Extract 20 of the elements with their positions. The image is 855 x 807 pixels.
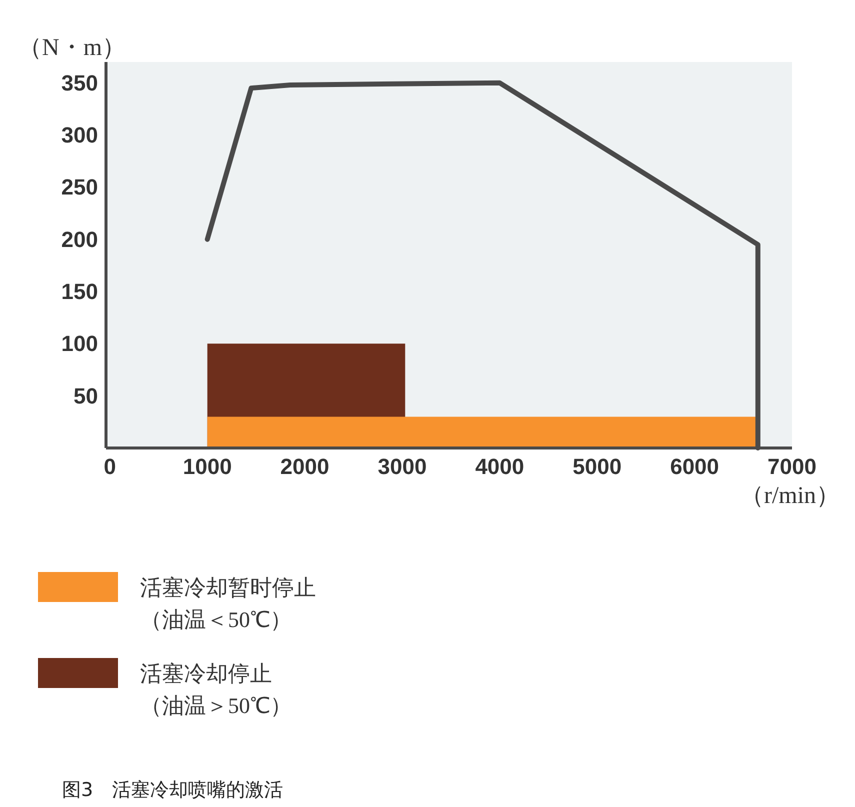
x-tick-label: 6000 — [670, 454, 720, 479]
y-tick-label: 150 — [61, 279, 98, 304]
x-tick-label: 4000 — [475, 454, 524, 479]
y-tick-label: 50 — [74, 383, 98, 408]
y-axis-title: （N・m） — [18, 35, 126, 61]
y-tick-label: 100 — [61, 331, 98, 356]
x-tick-label: 3000 — [378, 454, 427, 479]
x-tick-label: 2000 — [280, 454, 330, 479]
y-tick-label: 300 — [61, 122, 98, 148]
legend-label: 活塞冷却暂时停止（油温＜50℃） — [140, 575, 316, 632]
x-tick-label: 1000 — [182, 454, 232, 479]
x-tick-label: 5000 — [572, 454, 622, 479]
legend-label: 活塞冷却停止（油温＞50℃） — [140, 661, 292, 718]
x-tick-label: 0 — [104, 454, 116, 479]
y-tick-label: 350 — [61, 70, 98, 96]
x-axis-title: （r/min） — [740, 483, 840, 509]
x-tick-label: 7000 — [768, 454, 816, 479]
caption: 图3 活塞冷却喷嘴的激活 — [62, 779, 284, 801]
y-tick-label: 200 — [61, 226, 98, 252]
y-tick-label: 250 — [61, 174, 98, 200]
